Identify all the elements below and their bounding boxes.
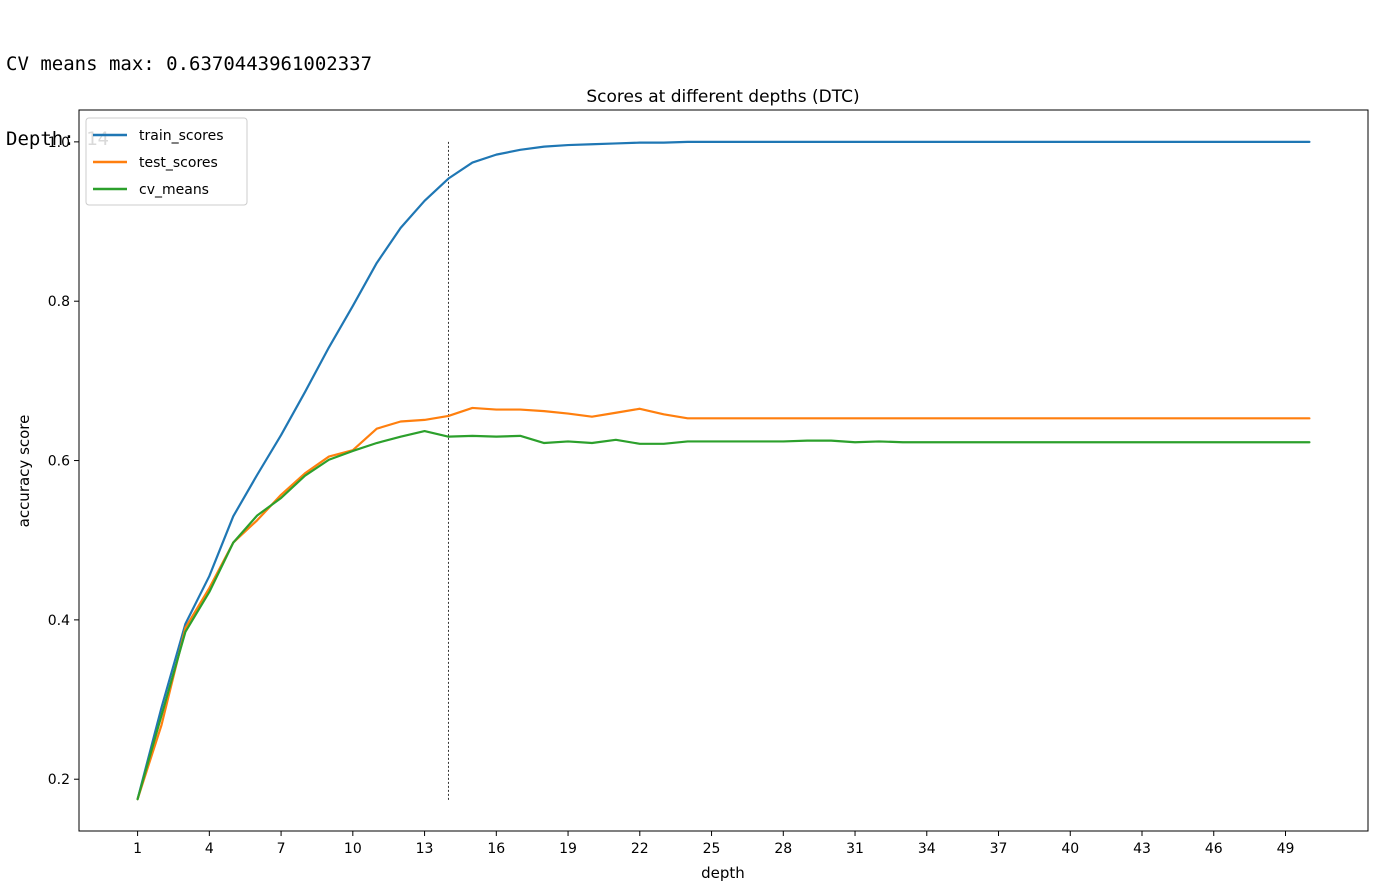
x-tick-label: 37	[990, 841, 1008, 857]
y-tick-label: 0.4	[48, 613, 70, 629]
x-tick-label: 25	[703, 841, 721, 857]
legend-label-train-scores: train_scores	[139, 128, 224, 144]
x-tick-label: 28	[774, 841, 792, 857]
x-tick-label: 13	[416, 841, 434, 857]
cv-means-max-line: CV means max: 0.6370443961002337	[6, 53, 373, 75]
series-line-test-scores	[136, 406, 1311, 801]
x-tick-label: 1	[133, 841, 142, 857]
legend-label-cv-means: cv_means	[139, 182, 209, 198]
x-tick-label: 4	[205, 841, 214, 857]
series-layer	[136, 140, 1311, 801]
x-tick-label: 10	[344, 841, 362, 857]
y-tick-label: 0.2	[48, 772, 70, 788]
series-line-train-scores	[136, 140, 1311, 801]
legend-box	[85, 117, 248, 206]
chart-title: Scores at different depths (DTC)	[586, 87, 859, 107]
y-ticks: 0.2 0.4 0.6 0.8 1.0	[48, 135, 79, 788]
x-tick-label: 19	[559, 841, 577, 857]
x-tick-label: 7	[277, 841, 286, 857]
legend: train_scores test_scores cv_means	[85, 117, 248, 206]
legend-label-test-scores: test_scores	[139, 155, 218, 171]
y-tick-label: 0.6	[48, 454, 70, 470]
x-tick-label: 46	[1205, 841, 1223, 857]
y-tick-label: 0.8	[48, 294, 70, 310]
x-tick-label: 16	[487, 841, 505, 857]
x-tick-label: 43	[1133, 841, 1151, 857]
y-axis-label: accuracy score	[15, 415, 33, 528]
x-ticks: 1 4 7 10 13 16 19 22 25 28 31 34 37 40 43 46 49	[133, 831, 1294, 857]
x-tick-label: 22	[631, 841, 649, 857]
x-tick-label: 49	[1277, 841, 1295, 857]
x-tick-label: 34	[918, 841, 936, 857]
x-axis-label: depth	[701, 864, 745, 882]
y-tick-label: 1.0	[48, 135, 70, 151]
console-output: CV means max: 0.6370443961002337 Depth: …	[6, 2, 372, 177]
plot-area-frame	[78, 109, 1369, 832]
x-tick-label: 31	[846, 841, 864, 857]
series-line-cv-means	[136, 429, 1311, 801]
x-tick-label: 40	[1061, 841, 1079, 857]
